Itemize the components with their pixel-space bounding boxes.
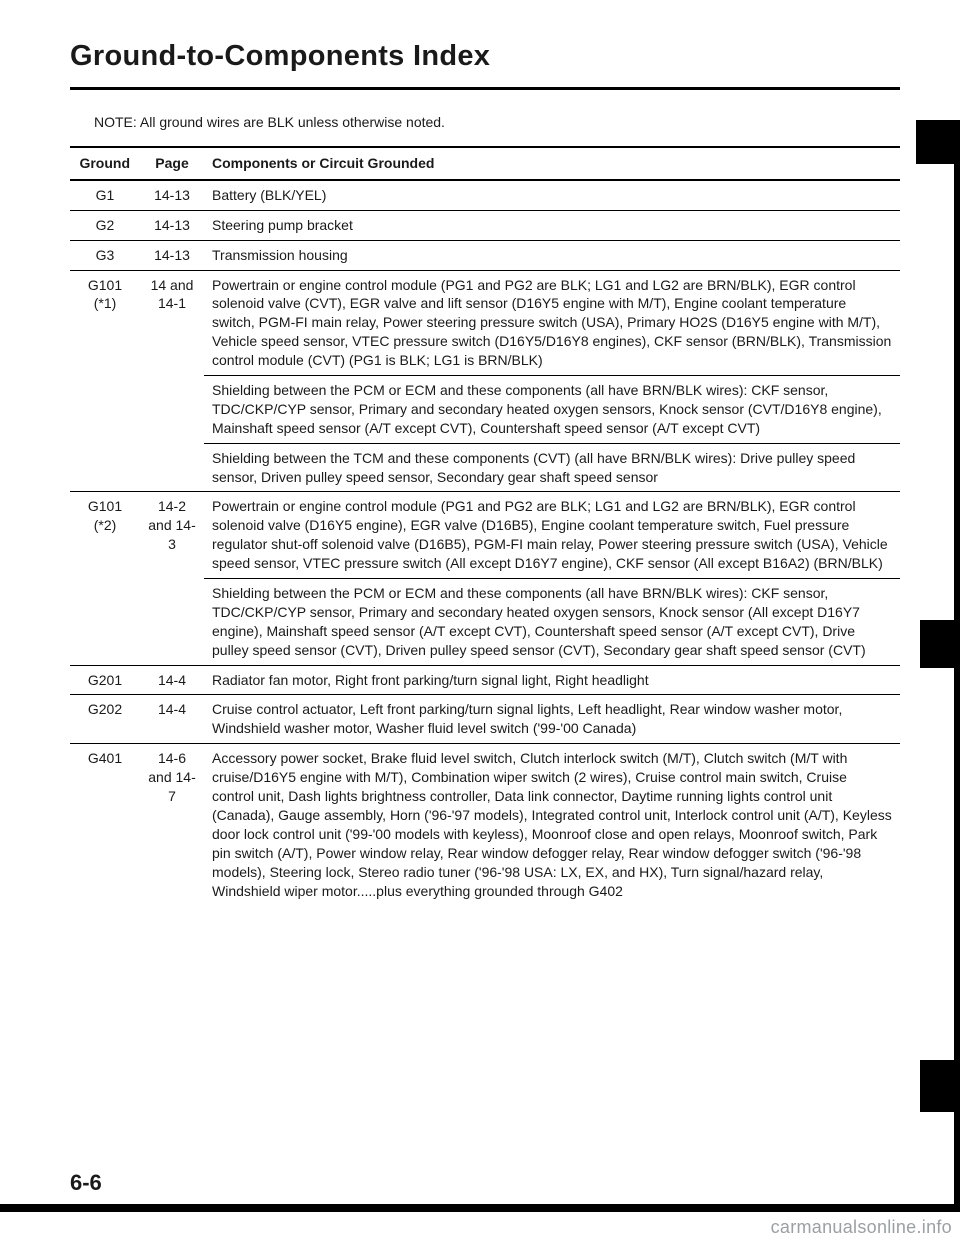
cell-page: 14-4 — [140, 695, 204, 744]
table-row: G20214-4Cruise control actuator, Left fr… — [70, 695, 900, 744]
col-header-components: Components or Circuit Grounded — [204, 147, 900, 180]
cell-components: Radiator fan motor, Right front parking/… — [204, 665, 900, 695]
cell-ground: G201 — [70, 665, 140, 695]
binder-tab-icon — [916, 120, 960, 164]
binder-tab-icon — [920, 1060, 960, 1112]
cell-page: 14-4 — [140, 665, 204, 695]
table-row: G40114-6 and 14-7Accessory power socket,… — [70, 744, 900, 906]
col-header-ground: Ground — [70, 147, 140, 180]
cell-components: Cruise control actuator, Left front park… — [204, 695, 900, 744]
table-header-row: Ground Page Components or Circuit Ground… — [70, 147, 900, 180]
cell-page: 14-2 and 14-3 — [140, 492, 204, 665]
cell-page: 14-6 and 14-7 — [140, 744, 204, 906]
binder-tab-icon — [920, 620, 960, 668]
table-row: G101 (*2)14-2 and 14-3Powertrain or engi… — [70, 492, 900, 579]
cell-components: Powertrain or engine control module (PG1… — [204, 270, 900, 375]
cell-page: 14 and 14-1 — [140, 270, 204, 492]
page-number: 6-6 — [70, 1170, 102, 1196]
table-row: G20114-4Radiator fan motor, Right front … — [70, 665, 900, 695]
cell-ground: G202 — [70, 695, 140, 744]
page-title: Ground-to-Components Index — [70, 40, 900, 73]
bottom-rule — [0, 1204, 960, 1212]
cell-components: Shielding between the PCM or ECM and the… — [204, 579, 900, 666]
cell-ground: G2 — [70, 210, 140, 240]
table-row: G314-13Transmission housing — [70, 240, 900, 270]
watermark-text: carmanualsonline.info — [771, 1217, 952, 1238]
col-header-page: Page — [140, 147, 204, 180]
cell-ground: G101 (*2) — [70, 492, 140, 665]
grounds-table: Ground Page Components or Circuit Ground… — [70, 146, 900, 905]
note-text: NOTE: All ground wires are BLK unless ot… — [94, 114, 900, 130]
cell-components: Battery (BLK/YEL) — [204, 180, 900, 210]
cell-components: Accessory power socket, Brake fluid leve… — [204, 744, 900, 906]
table-row: G101 (*1)14 and 14-1Powertrain or engine… — [70, 270, 900, 375]
cell-components: Steering pump bracket — [204, 210, 900, 240]
cell-components: Transmission housing — [204, 240, 900, 270]
cell-components: Powertrain or engine control module (PG1… — [204, 492, 900, 579]
title-rule — [70, 87, 900, 90]
table-row: G114-13Battery (BLK/YEL) — [70, 180, 900, 210]
cell-page: 14-13 — [140, 240, 204, 270]
cell-ground: G101 (*1) — [70, 270, 140, 492]
cell-components: Shielding between the TCM and these comp… — [204, 443, 900, 492]
cell-page: 14-13 — [140, 210, 204, 240]
cell-ground: G1 — [70, 180, 140, 210]
cell-components: Shielding between the PCM or ECM and the… — [204, 376, 900, 444]
cell-page: 14-13 — [140, 180, 204, 210]
cell-ground: G401 — [70, 744, 140, 906]
table-row: G214-13Steering pump bracket — [70, 210, 900, 240]
cell-ground: G3 — [70, 240, 140, 270]
